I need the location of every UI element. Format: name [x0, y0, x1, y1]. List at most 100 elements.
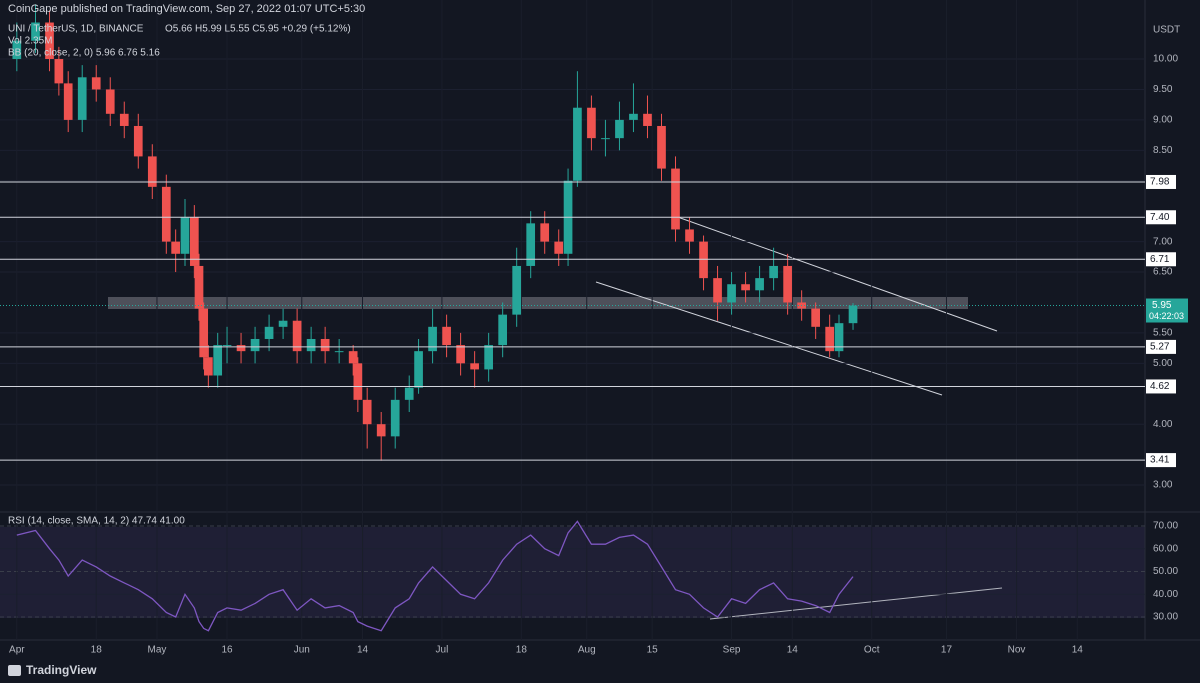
candle-body — [783, 265, 792, 303]
level-label: 6.71 — [1150, 254, 1170, 265]
candle-body — [105, 89, 115, 114]
candle-body — [587, 107, 596, 139]
symbol-info: UNI / TetherUS, 1D, BINANCE — [8, 24, 144, 35]
rsi-tick-label: 60.00 — [1153, 543, 1178, 554]
candle-body — [77, 77, 87, 120]
candle-body — [811, 308, 820, 327]
candle-body — [554, 241, 564, 254]
candle-body — [484, 345, 493, 370]
x-tick-label: 14 — [357, 645, 369, 656]
level-label-box — [1146, 453, 1176, 468]
rsi-band — [0, 527, 1145, 618]
publisher: CoinGape published on TradingView.com, S… — [8, 3, 365, 15]
candle-body — [540, 223, 550, 242]
volume-text: Vol 2.35M — [8, 36, 52, 47]
level-label: 4.62 — [1150, 381, 1170, 392]
currency: USDT — [1153, 25, 1180, 36]
candle-body — [250, 338, 260, 352]
candle-body — [512, 265, 522, 315]
y-tick-label: 10.00 — [1153, 54, 1178, 65]
candle-body — [320, 338, 330, 352]
candle-body — [204, 357, 213, 376]
y-tick-label: 5.00 — [1153, 358, 1173, 369]
candle-body — [671, 168, 680, 230]
candle-body — [133, 125, 143, 157]
candle-body — [91, 77, 101, 90]
y-tick-label: 8.50 — [1153, 145, 1173, 156]
level-label: 7.98 — [1150, 177, 1170, 188]
candle-body — [834, 323, 844, 352]
ohlc-text: O5.66 H5.99 L5.55 C5.95 +0.29 (+5.12%) — [165, 24, 351, 35]
resistance-zone — [108, 297, 968, 309]
candle-body — [755, 278, 764, 291]
x-tick-label: Oct — [864, 645, 880, 656]
candle-body — [470, 363, 479, 370]
y-tick-label: 7.00 — [1153, 236, 1173, 247]
rsi-tick-label: 30.00 — [1153, 612, 1178, 623]
candle-body — [657, 125, 666, 169]
trendline-upper — [671, 214, 998, 332]
candle-body — [498, 314, 508, 346]
x-tick-label: Nov — [1008, 645, 1026, 656]
x-tick-label: Apr — [9, 645, 25, 656]
x-tick-label: 14 — [1072, 645, 1084, 656]
candle-body — [713, 278, 722, 303]
y-tick-label: 5.50 — [1153, 328, 1173, 339]
candle-body — [63, 83, 73, 120]
candle-body — [428, 326, 437, 352]
y-tick-label: 9.00 — [1153, 115, 1173, 126]
candle-body — [825, 326, 835, 352]
level-label-box — [1146, 379, 1176, 394]
candle-body — [404, 387, 414, 400]
trendline-lower — [595, 281, 943, 396]
brand-logo — [8, 665, 21, 676]
candle-body — [306, 338, 316, 352]
candle-body — [292, 320, 302, 352]
candle-body — [194, 265, 204, 309]
x-tick-label: Aug — [578, 645, 596, 656]
candle-body — [54, 59, 64, 84]
candle-body — [12, 40, 22, 60]
candle-body — [685, 229, 694, 242]
x-tick-label: May — [148, 645, 167, 656]
brand: TradingView — [26, 663, 97, 677]
level-label: 7.40 — [1150, 212, 1170, 223]
last-price-label: 5.95 — [1152, 300, 1172, 311]
candle-body — [601, 138, 610, 140]
candle-body — [699, 241, 708, 279]
candle-body — [199, 308, 209, 358]
rsi-tick-label: 40.00 — [1153, 589, 1178, 600]
candle-body — [643, 113, 652, 126]
y-tick-label: 3.00 — [1153, 480, 1173, 491]
level-label-box — [1146, 339, 1176, 354]
candle-body — [189, 217, 199, 266]
candle-body — [769, 265, 778, 279]
x-tick-label: 16 — [221, 645, 233, 656]
x-tick-label: Sep — [723, 645, 741, 656]
candle-body — [390, 399, 400, 437]
candle-body — [629, 113, 638, 120]
candle-body — [180, 217, 190, 254]
candle-body — [376, 424, 386, 437]
x-tick-label: Jun — [294, 645, 310, 656]
y-tick-label: 9.50 — [1153, 84, 1173, 95]
candle-body — [573, 107, 582, 181]
candle-body — [526, 223, 536, 266]
candle-body — [45, 22, 54, 60]
candle-body — [147, 156, 157, 187]
candle-body — [236, 345, 246, 352]
candle-body — [362, 399, 372, 425]
candle-body — [222, 345, 232, 347]
candle-body — [456, 345, 465, 364]
x-tick-label: Jul — [436, 645, 449, 656]
x-tick-label: 18 — [91, 645, 103, 656]
x-tick-label: 17 — [941, 645, 953, 656]
y-tick-label: 4.00 — [1153, 419, 1173, 430]
rsi-title: RSI (14, close, SMA, 14, 2) 47.74 41.00 — [8, 516, 185, 527]
last-price-box — [1146, 298, 1188, 323]
x-tick-label: 18 — [516, 645, 528, 656]
x-tick-label: 15 — [647, 645, 659, 656]
level-label-box — [1146, 210, 1176, 225]
candle-body — [348, 351, 358, 364]
